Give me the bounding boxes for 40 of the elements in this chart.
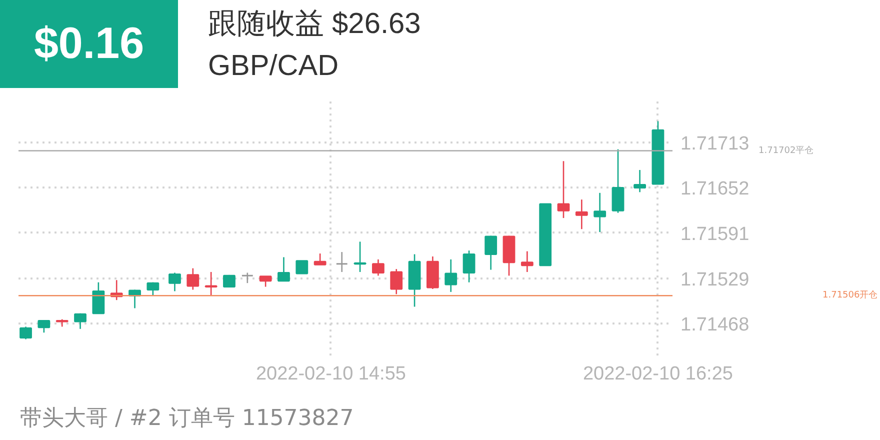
y-tick-label: 1.71652 — [680, 178, 750, 200]
candlestick — [128, 289, 141, 309]
y-tick-label: 1.71529 — [680, 270, 750, 291]
y-tick-label: 1.71713 — [680, 134, 750, 155]
candlestick — [354, 241, 366, 273]
candlestick — [372, 258, 384, 276]
candlestick — [92, 282, 105, 314]
candlestick — [484, 235, 498, 270]
x-tick-label: 2022-02-10 16:25 — [582, 364, 733, 384]
chart-title: GBP/CAD — [208, 49, 339, 84]
text: $0.16 — [0, 0, 178, 88]
candlestick — [186, 268, 200, 290]
y-tick-label: 1.71591 — [680, 224, 750, 245]
candlestick — [444, 258, 458, 293]
candlestick — [259, 276, 272, 288]
candlestick — [575, 198, 588, 230]
candlestick — [314, 252, 326, 266]
candlestick — [278, 256, 290, 282]
candlestick — [594, 192, 606, 233]
candlestick — [520, 250, 534, 273]
candlestick — [146, 282, 160, 296]
y-tick-label: 1.71468 — [680, 314, 750, 336]
candlestick — [241, 272, 254, 284]
candlestick — [557, 160, 570, 219]
candlestick — [390, 268, 403, 295]
candlestick — [74, 312, 86, 330]
candlestick — [462, 250, 476, 283]
candlestick — [612, 148, 624, 214]
candlestick — [168, 272, 181, 292]
ref-line-label: 1.71506开仓 — [822, 290, 878, 301]
candlestick — [38, 320, 50, 334]
text: 带头大哥 / #2 订单号 11573827 — [19, 405, 354, 433]
candlestick — [296, 260, 308, 274]
ref-line-label: 1.71702平仓 — [758, 144, 814, 156]
candlestick — [20, 326, 32, 340]
candlestick — [336, 251, 348, 273]
candlestick — [634, 169, 646, 193]
candlestick — [204, 271, 218, 296]
x-tick-label: 2022-02-10 14:55 — [256, 364, 406, 384]
chart-subtitle: 跟随收益 $26.63 — [208, 7, 421, 42]
